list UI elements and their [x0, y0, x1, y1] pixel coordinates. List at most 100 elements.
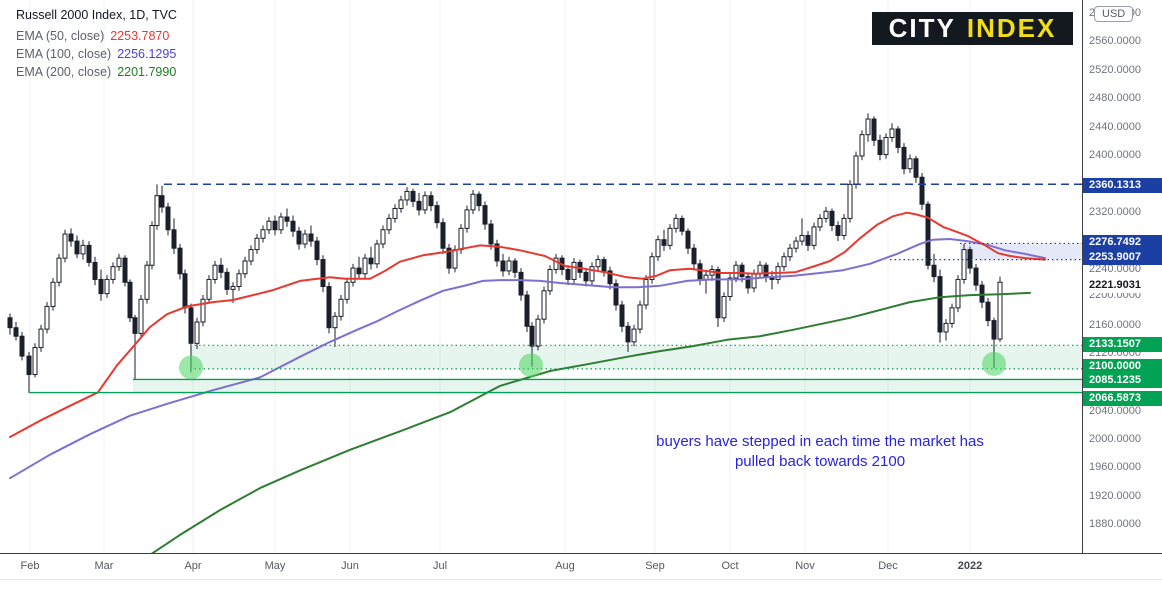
month-label: Aug	[555, 560, 575, 572]
candle-body	[80, 244, 86, 255]
chart-legend: Russell 2000 Index, 1D, TVC EMA (50, clo…	[16, 8, 177, 81]
candle-body	[494, 243, 500, 262]
candle-body	[793, 240, 799, 249]
candle-body	[56, 257, 62, 283]
candle-body	[386, 217, 392, 231]
support-touch-marker	[519, 353, 543, 378]
candle-body	[177, 247, 183, 275]
candle-body	[144, 264, 150, 300]
candle-body	[44, 305, 50, 330]
candle-body	[278, 216, 284, 231]
candle-body	[422, 195, 428, 211]
support-touch-marker	[982, 351, 1006, 376]
level-price-label: 2253.9007	[1083, 250, 1162, 265]
candle-body	[236, 273, 242, 288]
candle-body	[961, 249, 967, 280]
candle-body	[757, 264, 763, 275]
annotation-text: buyers have stepped in each time the mar…	[600, 432, 1040, 472]
logo-city-text: CITY	[888, 13, 956, 43]
candle-body	[991, 320, 997, 340]
ema-200-value: 2201.7990	[117, 65, 177, 79]
candle-body	[871, 118, 877, 141]
candle-body	[997, 281, 1003, 340]
candle-body	[607, 270, 613, 285]
price-tick-label: 2440.0000	[1089, 121, 1141, 133]
month-label: Nov	[795, 560, 815, 572]
candle-body	[488, 223, 494, 245]
candle-body	[452, 249, 458, 269]
candle-body	[13, 327, 19, 337]
candle-body	[547, 269, 553, 292]
candle-body	[290, 220, 296, 232]
candle-body	[380, 229, 386, 245]
candle-body	[595, 259, 601, 268]
candle-body	[218, 264, 224, 273]
last-price-label: 2221.9031	[1083, 278, 1162, 293]
candle-body	[212, 264, 218, 280]
price-chart[interactable]	[0, 0, 1082, 553]
price-tick-label: 1960.0000	[1089, 461, 1141, 473]
candle-body	[398, 199, 404, 209]
candle-body	[817, 217, 823, 228]
candle-body	[392, 207, 398, 219]
candle-body	[38, 328, 44, 349]
candle-body	[853, 155, 859, 185]
ema-200-line	[151, 291, 1031, 553]
candle-body	[811, 226, 817, 246]
candle-body	[643, 278, 649, 306]
candle-body	[500, 260, 506, 272]
candle-body	[272, 220, 278, 231]
logo-index-text: INDEX	[966, 13, 1057, 43]
candle-body	[799, 234, 805, 242]
candle-body	[308, 233, 314, 242]
candle-body	[86, 244, 92, 263]
price-tick-label: 2480.0000	[1089, 92, 1141, 104]
ema-100-label: EMA (100, close)	[16, 47, 112, 61]
candle-body	[116, 257, 122, 268]
year-label: 2022	[957, 560, 983, 572]
candle-body	[733, 264, 739, 279]
candle-body	[661, 239, 667, 246]
candle-body	[200, 298, 206, 323]
ema-100-value: 2256.1295	[117, 47, 177, 61]
ema-200-legend[interactable]: EMA (200, close) 2201.7990	[16, 63, 177, 81]
candle-body	[955, 278, 961, 309]
month-label: Oct	[721, 560, 739, 572]
level-price-label: 2276.7492	[1083, 235, 1162, 250]
candle-body	[476, 193, 482, 207]
candle-body	[745, 276, 751, 289]
candle-body	[188, 307, 194, 344]
ema-50-legend[interactable]: EMA (50, close) 2253.7870	[16, 27, 177, 45]
candle-body	[739, 264, 745, 278]
price-axis[interactable]: USD 2600.00002560.00002520.00002480.0000…	[1082, 0, 1162, 554]
candle-body	[470, 193, 476, 211]
candle-body	[781, 256, 787, 268]
candle-body	[667, 227, 673, 246]
candle-body	[583, 271, 589, 282]
candle-body	[434, 205, 440, 224]
candle-body	[787, 247, 793, 258]
candle-body	[619, 304, 625, 327]
candle-body	[296, 230, 302, 245]
candle-body	[74, 240, 80, 255]
candle-body	[529, 325, 535, 347]
candle-body	[165, 206, 171, 231]
price-tick-label: 2160.0000	[1089, 319, 1141, 331]
time-axis[interactable]: Feb Mar Apr May Jun Jul Aug Sep Oct Nov Dec 2022	[0, 553, 1162, 580]
ema-100-legend[interactable]: EMA (100, close) 2256.1295	[16, 45, 177, 63]
candle-body	[571, 261, 577, 280]
candle-body	[404, 190, 410, 201]
month-label: Mar	[94, 560, 114, 572]
month-label: Feb	[20, 560, 40, 572]
symbol-title[interactable]: Russell 2000 Index, 1D, TVC	[16, 8, 177, 22]
candle-body	[230, 286, 236, 290]
candle-body	[171, 229, 177, 249]
annotation-line-2: pulled back towards 2100	[734, 453, 906, 470]
candle-body	[518, 271, 524, 296]
candle-body	[26, 355, 32, 376]
candle-body	[320, 259, 326, 288]
month-label: Jul	[432, 560, 448, 572]
candle-body	[877, 139, 883, 156]
candle-body	[338, 298, 344, 317]
candle-body	[895, 128, 901, 148]
